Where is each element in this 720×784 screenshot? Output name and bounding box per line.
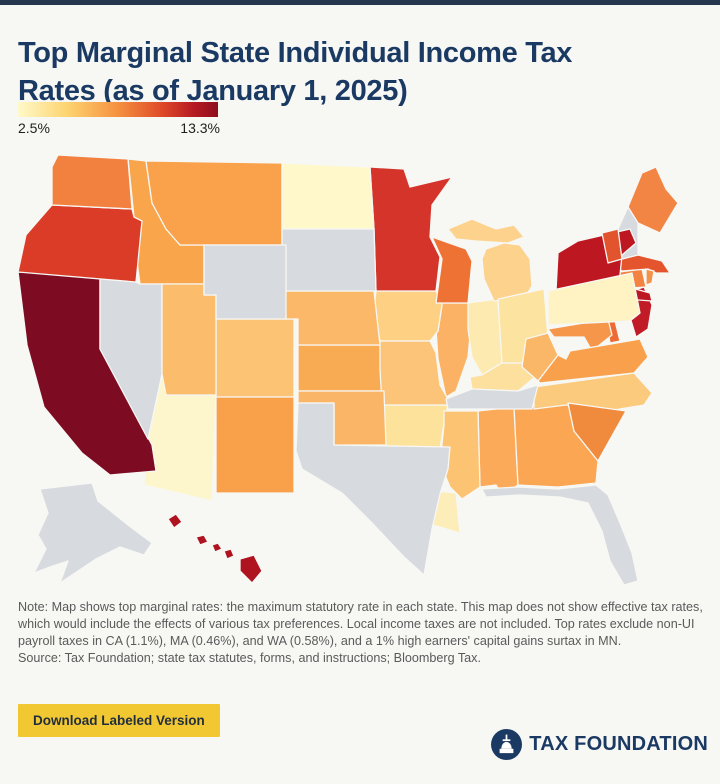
state-CO[interactable]: Colorado [215, 318, 295, 398]
state-SD[interactable]: South Dakota [281, 228, 377, 292]
state-ME[interactable]: Maine [627, 166, 679, 234]
legend-max-label: 13.3% [180, 120, 220, 136]
state-IN[interactable]: Indiana [467, 298, 503, 376]
state-TX[interactable]: Texas [295, 402, 451, 576]
source-text: Source: Tax Foundation; state tax statut… [18, 651, 481, 666]
state-WY[interactable]: Wyoming [203, 244, 287, 320]
legend-min-label: 2.5% [18, 120, 50, 136]
state-HI[interactable]: Hawaii [211, 542, 223, 553]
state-NE[interactable]: Nebraska [281, 290, 381, 346]
state-MS[interactable]: Mississippi [439, 410, 481, 500]
note-text: Note: Map shows top marginal rates: the … [18, 600, 703, 649]
state-HI[interactable]: Hawaii [239, 554, 263, 584]
capitol-dome-icon [491, 729, 523, 760]
state-MI[interactable]: Michigan [447, 218, 525, 244]
state-IA[interactable]: Iowa [373, 290, 443, 342]
state-AK[interactable]: Alaska [33, 482, 153, 584]
state-HI[interactable]: Hawaii [167, 513, 183, 529]
state-PA[interactable]: Pennsylvania [547, 272, 641, 326]
state-NC[interactable]: North Carolina [533, 372, 653, 412]
state-VT[interactable]: Vermont [601, 228, 623, 264]
download-labeled-version-button[interactable]: Download Labeled Version [18, 704, 220, 737]
tax-foundation-logo-text: TAX FOUNDATION [529, 733, 708, 755]
top-accent-border [0, 0, 720, 5]
state-NM[interactable]: New Mexico [215, 396, 295, 494]
state-RI[interactable]: Rhode Island [645, 268, 655, 286]
state-WV[interactable]: West Virginia [521, 332, 559, 382]
state-KS[interactable]: Kansas [297, 344, 385, 392]
page-title: Top Marginal State Individual Income Tax… [18, 35, 706, 109]
state-OR[interactable]: Oregon [17, 204, 143, 283]
tax-foundation-logo[interactable]: TAX FOUNDATION [491, 729, 708, 760]
page-title-line1: Top Marginal State Individual Income Tax [18, 37, 573, 70]
legend-gradient-bar [18, 102, 218, 117]
state-HI[interactable]: Hawaii [223, 548, 235, 560]
state-MI[interactable]: Michigan [481, 242, 533, 302]
state-WI[interactable]: Wisconsin [431, 236, 473, 304]
state-HI[interactable]: Hawaii [195, 534, 209, 546]
page-title-line2: Rates (as of January 1, 2025) [18, 74, 408, 107]
us-map: AlabamaAlaskaArizonaArkansasCaliforniaCo… [17, 154, 679, 586]
state-VA[interactable]: Virginia [537, 338, 649, 384]
state-AL[interactable]: Alabama [477, 406, 519, 496]
state-WA[interactable]: Washington [51, 154, 133, 210]
state-SC[interactable]: South Carolina [567, 402, 627, 462]
legend-labels: 2.5% 13.3% [18, 120, 220, 136]
state-TN[interactable]: Tennessee [445, 384, 539, 410]
state-UT[interactable]: Utah [161, 283, 217, 396]
state-ND[interactable]: North Dakota [281, 162, 375, 230]
state-FL[interactable]: Florida [481, 484, 639, 586]
note-block: Note: Map shows top marginal rates: the … [18, 599, 714, 668]
